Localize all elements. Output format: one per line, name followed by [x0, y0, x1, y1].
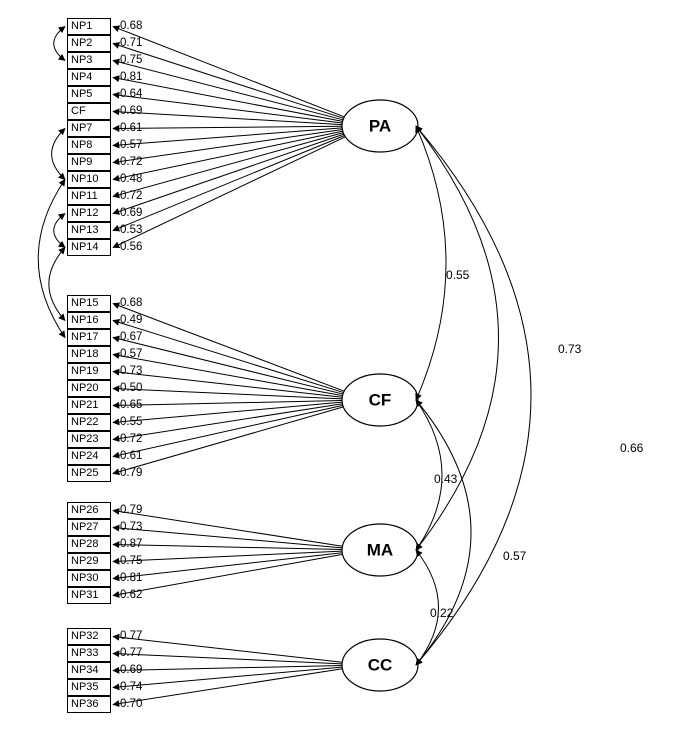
item-np4: NP4	[67, 69, 111, 86]
item-np9: NP9	[67, 154, 111, 171]
loading-np35: 0.74	[120, 682, 142, 694]
item-np25: NP25	[67, 465, 111, 482]
loading-np32: 0.77	[120, 631, 142, 643]
loading-np23: 0.72	[120, 434, 142, 446]
item-np30: NP30	[67, 570, 111, 587]
correlation-pa-cf: 0.55	[446, 269, 469, 281]
loading-np15: 0.68	[120, 298, 142, 310]
loading-np34: 0.69	[120, 665, 142, 677]
item-np8: NP8	[67, 137, 111, 154]
loading-np1: 0.68	[120, 21, 142, 33]
item-np11: NP11	[67, 188, 111, 205]
loading-np8: 0.57	[120, 140, 142, 152]
item-np13: NP13	[67, 222, 111, 239]
loading-np19: 0.73	[120, 366, 142, 378]
loading-np5: 0.64	[120, 89, 142, 101]
item-np1: NP1	[67, 18, 111, 35]
item-np22: NP22	[67, 414, 111, 431]
item-np2: NP2	[67, 35, 111, 52]
item-np27: NP27	[67, 519, 111, 536]
item-cf: CF	[67, 103, 111, 120]
latent-label-cf: CF	[369, 390, 392, 409]
loading-np18: 0.57	[120, 349, 142, 361]
item-np19: NP19	[67, 363, 111, 380]
item-np33: NP33	[67, 645, 111, 662]
item-np26: NP26	[67, 502, 111, 519]
correlation-ma-cc: 0.22	[430, 607, 453, 619]
correlation-cf-ma: 0.43	[434, 473, 457, 485]
loading-np9: 0.72	[120, 157, 142, 169]
item-np18: NP18	[67, 346, 111, 363]
loading-np24: 0.61	[120, 451, 142, 463]
loading-np25: 0.79	[120, 468, 142, 480]
item-np36: NP36	[67, 696, 111, 713]
loading-np14: 0.56	[120, 242, 142, 254]
latent-label-pa: PA	[369, 116, 391, 135]
item-np24: NP24	[67, 448, 111, 465]
loading-np12: 0.69	[120, 208, 142, 220]
loading-np3: 0.75	[120, 55, 142, 67]
loading-np22: 0.55	[120, 417, 142, 429]
item-np34: NP34	[67, 662, 111, 679]
loading-np31: 0.62	[120, 590, 142, 602]
correlation-pa-ma: 0.73	[558, 343, 581, 355]
loading-np16: 0.49	[120, 315, 142, 327]
loading-np20: 0.50	[120, 383, 142, 395]
loading-np33: 0.77	[120, 648, 142, 660]
loading-np27: 0.73	[120, 522, 142, 534]
loading-np13: 0.53	[120, 225, 142, 237]
loading-np17: 0.67	[120, 332, 142, 344]
loading-np10: 0.48	[120, 174, 142, 186]
item-np5: NP5	[67, 86, 111, 103]
loading-np7: 0.61	[120, 123, 142, 135]
item-np20: NP20	[67, 380, 111, 397]
item-np10: NP10	[67, 171, 111, 188]
item-np7: NP7	[67, 120, 111, 137]
loading-np28: 0.87	[120, 539, 142, 551]
loading-np4: 0.81	[120, 72, 142, 84]
loading-np30: 0.81	[120, 573, 142, 585]
item-np31: NP31	[67, 587, 111, 604]
item-np15: NP15	[67, 295, 111, 312]
item-np21: NP21	[67, 397, 111, 414]
loading-np11: 0.72	[120, 191, 142, 203]
item-np29: NP29	[67, 553, 111, 570]
item-np23: NP23	[67, 431, 111, 448]
item-np3: NP3	[67, 52, 111, 69]
item-np12: NP12	[67, 205, 111, 222]
loading-np36: 0.70	[120, 699, 142, 711]
loading-np29: 0.75	[120, 556, 142, 568]
item-np28: NP28	[67, 536, 111, 553]
loading-np2: 0.71	[120, 38, 142, 50]
item-np32: NP32	[67, 628, 111, 645]
item-np35: NP35	[67, 679, 111, 696]
item-np14: NP14	[67, 239, 111, 256]
latent-label-cc: CC	[368, 655, 393, 674]
loading-cf: 0.69	[120, 106, 142, 118]
latent-label-ma: MA	[367, 540, 393, 559]
loading-np26: 0.79	[120, 505, 142, 517]
item-np17: NP17	[67, 329, 111, 346]
item-np16: NP16	[67, 312, 111, 329]
correlation-pa-cc: 0.66	[620, 442, 643, 454]
correlation-cf-cc: 0.57	[503, 550, 526, 562]
loading-np21: 0.65	[120, 400, 142, 412]
